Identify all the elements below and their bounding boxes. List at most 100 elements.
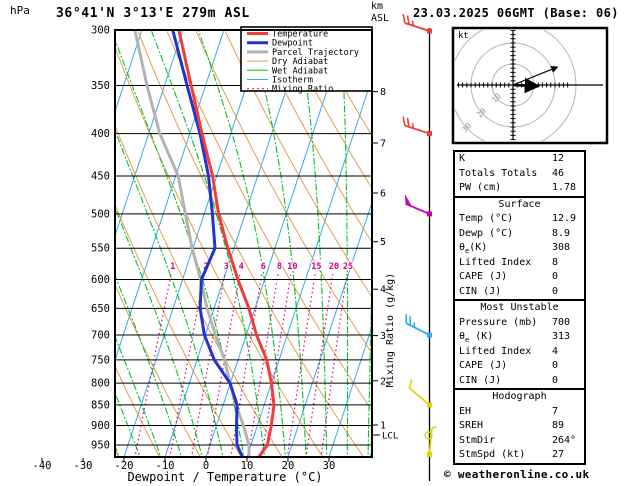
svg-text:700: 700	[91, 330, 110, 342]
dewpoint-curve	[171, 30, 244, 457]
height-unit-km: km	[371, 1, 384, 12]
dry-adiabat-lines	[115, 31, 372, 457]
stats-header: Hodograph	[492, 391, 547, 402]
svg-text:350: 350	[91, 80, 110, 92]
stat-label: Pressure (mb)	[459, 316, 538, 328]
wind-barb-staff	[402, 13, 437, 481]
hodo-mean-arrow	[512, 77, 541, 94]
copyright-label: © weatheronline.co.uk	[444, 468, 590, 481]
hodo-storm-arrow	[512, 65, 559, 86]
svg-text:8: 8	[277, 262, 282, 272]
stat-row: Lifted Index 8	[455, 256, 584, 271]
mixing-ratio-lines	[134, 274, 348, 457]
stat-value: 0	[552, 360, 559, 371]
stat-row: θe (K) 313	[455, 330, 584, 345]
stat-row: Pressure (mb) 700	[455, 316, 584, 331]
stat-value: 0	[552, 374, 559, 386]
svg-text:-40: -40	[33, 460, 52, 472]
svg-text:3: 3	[224, 262, 229, 272]
stat-row: CIN (J) 0	[455, 374, 584, 389]
stat-row: EH 7	[455, 405, 584, 420]
height-axis: 1 2 3 4 5 6 7 8 LCL	[372, 87, 398, 442]
stat-row: StmDir 264°	[455, 434, 584, 449]
svg-text:-20: -20	[115, 460, 134, 472]
stat-label: θe (K)	[459, 331, 494, 344]
stat-label: Lifted Index	[459, 345, 532, 357]
svg-text:650: 650	[91, 303, 110, 315]
svg-text:25: 25	[343, 262, 353, 272]
stat-value: 7	[552, 405, 559, 417]
svg-text:-10: -10	[156, 460, 175, 472]
mixing-ratio-labels: 1 2 3 4 6 8 10 15 20 25	[169, 261, 354, 273]
svg-text:750: 750	[91, 354, 110, 366]
height-unit-asl: ASL	[371, 13, 390, 24]
svg-text:10: 10	[287, 262, 297, 272]
stat-label: CIN (J)	[459, 374, 502, 386]
wind-barb-500	[404, 193, 432, 217]
height-unit-label: km ASL	[371, 1, 389, 25]
legend-label-2: Parcel Trajectory	[272, 48, 359, 58]
temperature-curve	[177, 30, 276, 457]
stat-row: CIN (J) 0	[455, 285, 584, 300]
svg-text:1: 1	[380, 420, 386, 431]
svg-text:500: 500	[91, 208, 110, 220]
svg-text:400: 400	[91, 128, 110, 140]
stat-label: SREH	[459, 420, 484, 431]
stat-row: Dewp (°C) 8.9	[455, 227, 584, 242]
svg-text:850: 850	[91, 399, 110, 411]
stat-label: StmSpd (kt)	[459, 449, 526, 460]
stat-row: CAPE (J) 0	[455, 359, 584, 374]
pressure-gridlines	[115, 30, 372, 446]
stat-row: StmSpd (kt) 27	[455, 448, 584, 463]
stat-value: 12.9	[552, 213, 577, 224]
svg-text:800: 800	[91, 378, 110, 390]
wind-barb-975	[427, 425, 437, 457]
stat-value: 0	[552, 285, 559, 297]
svg-text:300: 300	[91, 25, 110, 37]
svg-text:10: 10	[241, 460, 254, 472]
stat-label: CAPE (J)	[459, 271, 508, 282]
pressure-unit-label: hPa	[10, 4, 30, 17]
stat-label: Lifted Index	[459, 256, 532, 268]
legend-label-4: Wet Adiabat	[272, 66, 328, 76]
svg-text:8: 8	[380, 87, 386, 98]
skewt-background: 1 2 3 4 6 8 10 15 20 25	[115, 30, 372, 457]
svg-text:-30: -30	[74, 460, 93, 472]
stat-value: 4	[552, 345, 559, 357]
svg-text:20: 20	[282, 460, 295, 472]
svg-text:2: 2	[380, 376, 386, 387]
stat-label: CIN (J)	[459, 285, 502, 297]
stats-box-most-unstable: Most Unstable Pressure (mb) 700 θe (K) 313 Li…	[453, 299, 586, 390]
stat-label: PW (cm)	[459, 182, 502, 193]
pressure-axis-labels: 300 350 400 450 500 550 600 650 700 750 800 850 900 9…	[91, 25, 110, 452]
stat-row: θe(K) 308	[455, 241, 584, 256]
svg-text:600: 600	[91, 274, 110, 286]
stat-value: 700	[552, 316, 571, 328]
svg-text:5: 5	[380, 237, 386, 248]
stat-label: K	[459, 153, 466, 164]
svg-text:4: 4	[239, 262, 244, 272]
stats-panel: K 12 Totals Totals 46 PW (cm) 1.78 Surface Temp…	[453, 150, 586, 465]
svg-text:20: 20	[329, 262, 339, 272]
stat-value: 12	[552, 153, 565, 164]
plot-border	[114, 29, 373, 458]
stat-value: 313	[552, 331, 571, 342]
svg-text:6: 6	[380, 189, 386, 200]
svg-text:7: 7	[380, 138, 386, 149]
temperature-axis-labels: -40 -30 -20 -10 0 10 20 30	[33, 458, 336, 472]
svg-text:1: 1	[170, 262, 175, 272]
stat-row: SREH 89	[455, 419, 584, 434]
stat-label: StmDir	[459, 434, 496, 446]
stat-value: 264°	[552, 434, 577, 446]
datetime-label: 23.03.2025 06GMT (Base: 06)	[413, 6, 619, 20]
svg-text:30: 30	[323, 460, 336, 472]
svg-text:450: 450	[91, 170, 110, 182]
stats-header: Surface	[498, 198, 541, 210]
lcl-label: LCL	[382, 432, 398, 442]
svg-text:15: 15	[311, 262, 321, 272]
stats-header: Most Unstable	[480, 302, 559, 313]
stat-value: 89	[552, 420, 565, 431]
